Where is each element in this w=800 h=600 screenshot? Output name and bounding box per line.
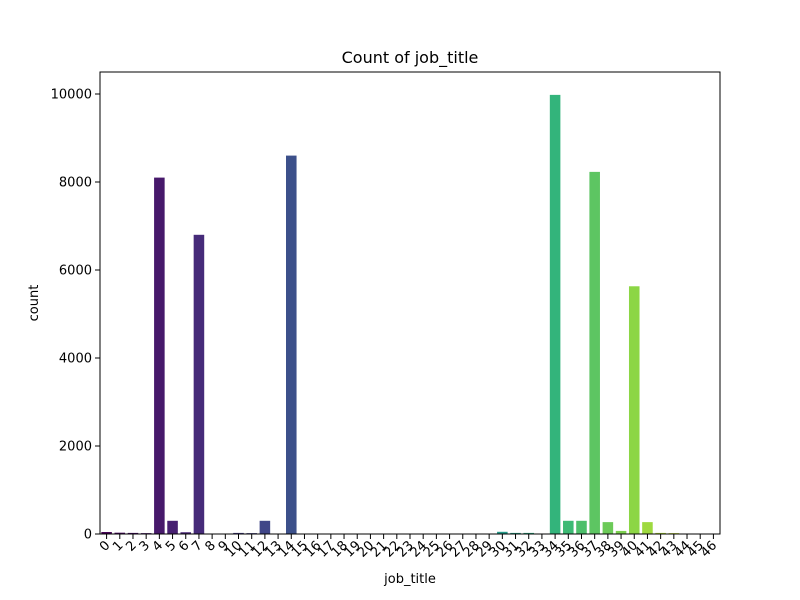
- x-tick-label: 1: [110, 538, 126, 554]
- bar-38: [602, 522, 614, 534]
- bar-0: [101, 532, 112, 534]
- bar-14: [286, 155, 297, 534]
- bar-37: [589, 171, 600, 534]
- x-tick-label: 0: [97, 538, 113, 554]
- x-tick-label: 2: [123, 538, 139, 554]
- x-axis-ticks: 0123456789101112131415161718192021222324…: [97, 534, 720, 561]
- bar-39: [615, 530, 627, 534]
- bars-group: [101, 94, 719, 535]
- bar-4: [154, 177, 165, 534]
- bar-6: [180, 532, 192, 534]
- y-tick-label: 0: [84, 528, 92, 543]
- plot-area: [100, 72, 720, 534]
- y-tick-label: 6000: [59, 264, 92, 279]
- y-tick-label: 8000: [59, 176, 92, 191]
- bar-12: [259, 520, 271, 534]
- x-tick-label: 7: [189, 538, 205, 554]
- bar-31: [510, 532, 521, 534]
- x-axis-label: job_title: [383, 572, 436, 587]
- y-axis-label: count: [27, 285, 42, 322]
- bar-1: [114, 532, 126, 534]
- y-tick-label: 4000: [59, 352, 92, 367]
- y-axis-ticks: 0 2000 4000 6000 8000 10000: [51, 88, 100, 543]
- bar-35: [563, 520, 574, 534]
- bar-30: [497, 531, 508, 534]
- bar-10: [233, 532, 244, 534]
- bar-40: [628, 286, 640, 534]
- y-tick-label: 2000: [59, 440, 92, 455]
- y-tick-label: 10000: [51, 88, 92, 103]
- x-tick-label: 6: [176, 538, 192, 554]
- plot-frame: [99, 71, 721, 535]
- bar-7: [193, 234, 205, 535]
- bar-5: [167, 520, 178, 534]
- bar-34: [549, 94, 561, 534]
- bar-2: [127, 532, 139, 534]
- bar-36: [576, 520, 587, 534]
- bar-41: [642, 522, 653, 534]
- bar-32: [523, 532, 534, 534]
- x-tick-label: 3: [137, 538, 153, 554]
- chart-title: Count of job_title: [342, 48, 479, 68]
- x-tick-label: 5: [163, 538, 179, 554]
- x-tick-label: 4: [150, 538, 166, 554]
- x-tick-label: 46: [698, 538, 720, 560]
- x-tick-label: 8: [202, 538, 218, 554]
- bar-42: [655, 532, 666, 534]
